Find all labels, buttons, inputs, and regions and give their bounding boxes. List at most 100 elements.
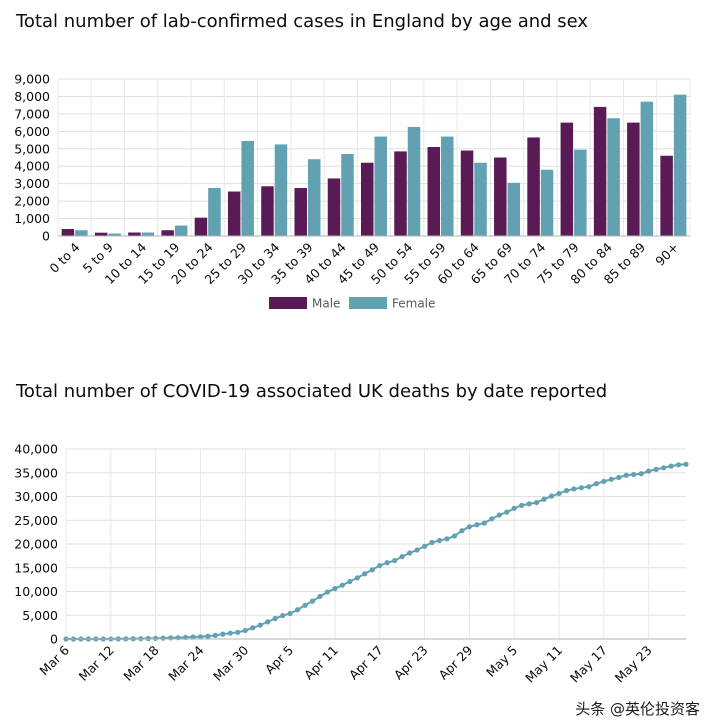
deaths-data-point [317,593,323,600]
deaths-data-point [451,533,458,539]
bar-female-70-to-74 [540,169,554,236]
deaths-data-point [638,471,644,477]
deaths-data-point [578,485,585,491]
y-tick-label: 40,000 [14,442,58,457]
bar-female-15-to-19 [174,225,188,236]
bar-female-50-to-54 [407,126,421,236]
deaths-data-point [167,635,174,641]
deaths-chart-title: Total number of COVID-19 associated UK d… [16,381,608,402]
bar-male-45-to-49 [361,162,374,236]
y-tick-label: 25,000 [14,513,58,528]
bar-female-60-to-64 [474,162,487,236]
y-tick-label: 4,000 [14,159,50,174]
deaths-data-point [414,547,420,553]
deaths-data-point [668,463,674,469]
x-tick-label: May 5 [483,643,520,680]
watermark-text: 头条 @英伦投资客 [575,700,700,718]
bar-female-0-to-4 [75,230,88,236]
y-tick-label: 0 [42,229,50,244]
x-tick-label: May 23 [612,643,655,686]
deaths-data-point [339,582,345,588]
deaths-data-point [459,528,465,534]
bar-male-60-to-64 [460,150,474,236]
deaths-data-point [660,465,667,471]
bar-female-20-to-24 [208,188,221,236]
bar-male-20-to-24 [194,217,208,236]
bar-male-90- [660,155,673,236]
deaths-data-point [242,627,248,634]
deaths-data-point [302,602,308,608]
deaths-data-point [332,585,338,592]
deaths-data-point [265,619,271,625]
deaths-data-point [481,520,487,526]
cases-chart-title: Total number of lab-confirmed cases in E… [16,11,589,32]
x-tick-label: Apr 17 [346,643,386,683]
bar-male-50-to-54 [394,151,407,236]
x-tick-label: May 11 [522,643,565,686]
deaths-data-point [511,505,517,511]
bar-female-5-to-9 [108,233,121,236]
deaths-data-point [153,635,159,641]
bar-female-25-to-29 [241,140,254,236]
deaths-data-point [541,496,547,502]
x-tick-label: Apr 11 [301,643,341,683]
bar-male-25-to-29 [227,191,241,236]
bar-male-15-to-19 [161,230,174,236]
deaths-data-point [190,634,196,640]
deaths-data-point [377,562,383,569]
legend-swatch-male [269,297,307,309]
deaths-data-point [504,509,510,515]
deaths-data-point [294,607,301,613]
y-tick-label: 2,000 [14,194,50,209]
deaths-data-point [653,466,659,473]
deaths-data-point [444,536,450,542]
deaths-data-point [436,537,443,544]
deaths-data-point [526,501,532,507]
bar-female-30-to-34 [274,144,288,236]
y-tick-label: 20,000 [14,537,58,552]
bar-female-65-to-69 [507,182,521,236]
x-tick-label: Mar 18 [120,642,161,683]
x-tick-label: May 17 [567,643,610,686]
deaths-data-point [556,490,562,497]
deaths-data-point [429,539,435,546]
bar-male-35-to-39 [294,188,307,236]
y-tick-label: 3,000 [14,176,50,191]
deaths-data-point [384,560,390,566]
deaths-data-point [616,474,622,481]
bar-female-80-to-84 [607,118,620,236]
deaths-data-point [347,578,353,585]
y-tick-label: 9,000 [14,72,50,87]
deaths-data-point [534,499,540,506]
deaths-data-point [399,554,405,560]
bar-male-70-to-74 [527,137,540,236]
cases-by-age-sex-chart: 0 1,000 2,000 3,000 4,000 5,000 6,000 7,000 8,00… [14,72,691,311]
x-tick-label: Apr 23 [391,643,431,683]
deaths-data-point [235,629,241,635]
deaths-data-point [496,512,502,518]
bar-male-5-to-9 [94,232,108,236]
deaths-data-point [257,622,263,628]
deaths-data-point [272,615,278,622]
x-tick-label: Apr 29 [436,642,476,682]
deaths-data-point [623,472,629,478]
bar-male-75-to-79 [560,122,574,236]
deaths-data-point [608,476,614,482]
bar-female-10-to-14 [141,232,155,236]
deaths-data-point [593,481,599,487]
x-tick-label: Mar 30 [210,642,251,683]
deaths-data-point [466,524,472,530]
y-tick-label: 5,000 [22,608,58,623]
x-tick-label: Mar 6 [36,642,72,678]
deaths-data-point [362,571,368,577]
x-tick-label: Mar 24 [165,642,206,683]
y-tick-label: 6,000 [14,124,50,139]
deaths-data-point [197,634,204,640]
y-tick-label: 5,000 [14,141,50,156]
legend-swatch-female [349,297,387,309]
deaths-data-point [519,502,525,508]
x-tick-label: Apr 5 [262,643,296,677]
bar-male-85-to-89 [627,122,640,236]
deaths-data-point [571,486,577,492]
